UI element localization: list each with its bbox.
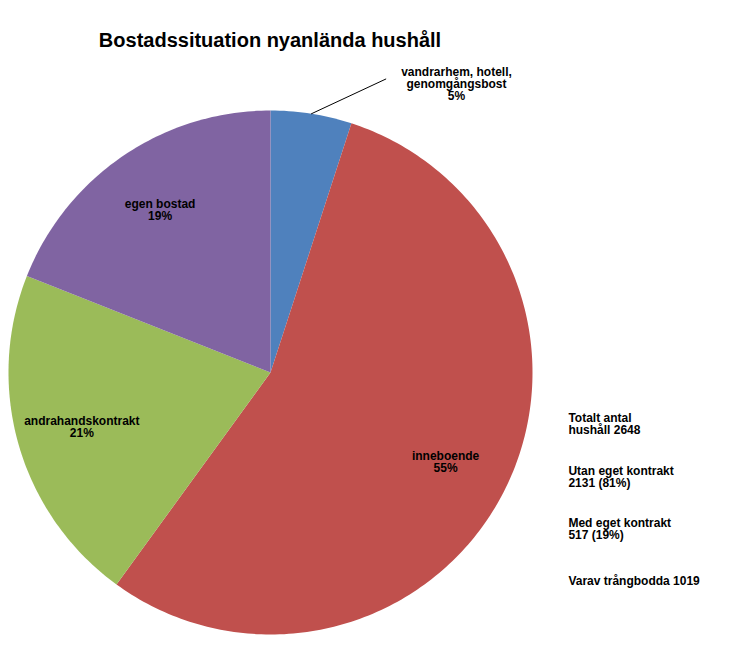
svg-text:egen bostad19%: egen bostad19%: [125, 197, 196, 223]
svg-text:vandrarhem, hotell,genomgångsb: vandrarhem, hotell,genomgångsbost5%: [401, 65, 512, 103]
svg-text:Varav trångbodda 1019: Varav trångbodda 1019: [568, 574, 700, 588]
svg-text:Med eget kontrakt517 (19%): Med eget kontrakt517 (19%): [568, 516, 671, 542]
html-text:Bostadssituation nyanlända hus: Bostadssituation nyanlända hushåll: [98, 29, 442, 51]
svg-text:Totalt antalhushåll 2648: Totalt antalhushåll 2648: [568, 411, 640, 437]
svg-text:Utan eget kontrakt2131 (81%): Utan eget kontrakt2131 (81%): [568, 464, 673, 490]
svg-text:inneboende55%: inneboende55%: [412, 449, 480, 475]
svg-text:andrahandskontrakt21%: andrahandskontrakt21%: [24, 414, 139, 440]
